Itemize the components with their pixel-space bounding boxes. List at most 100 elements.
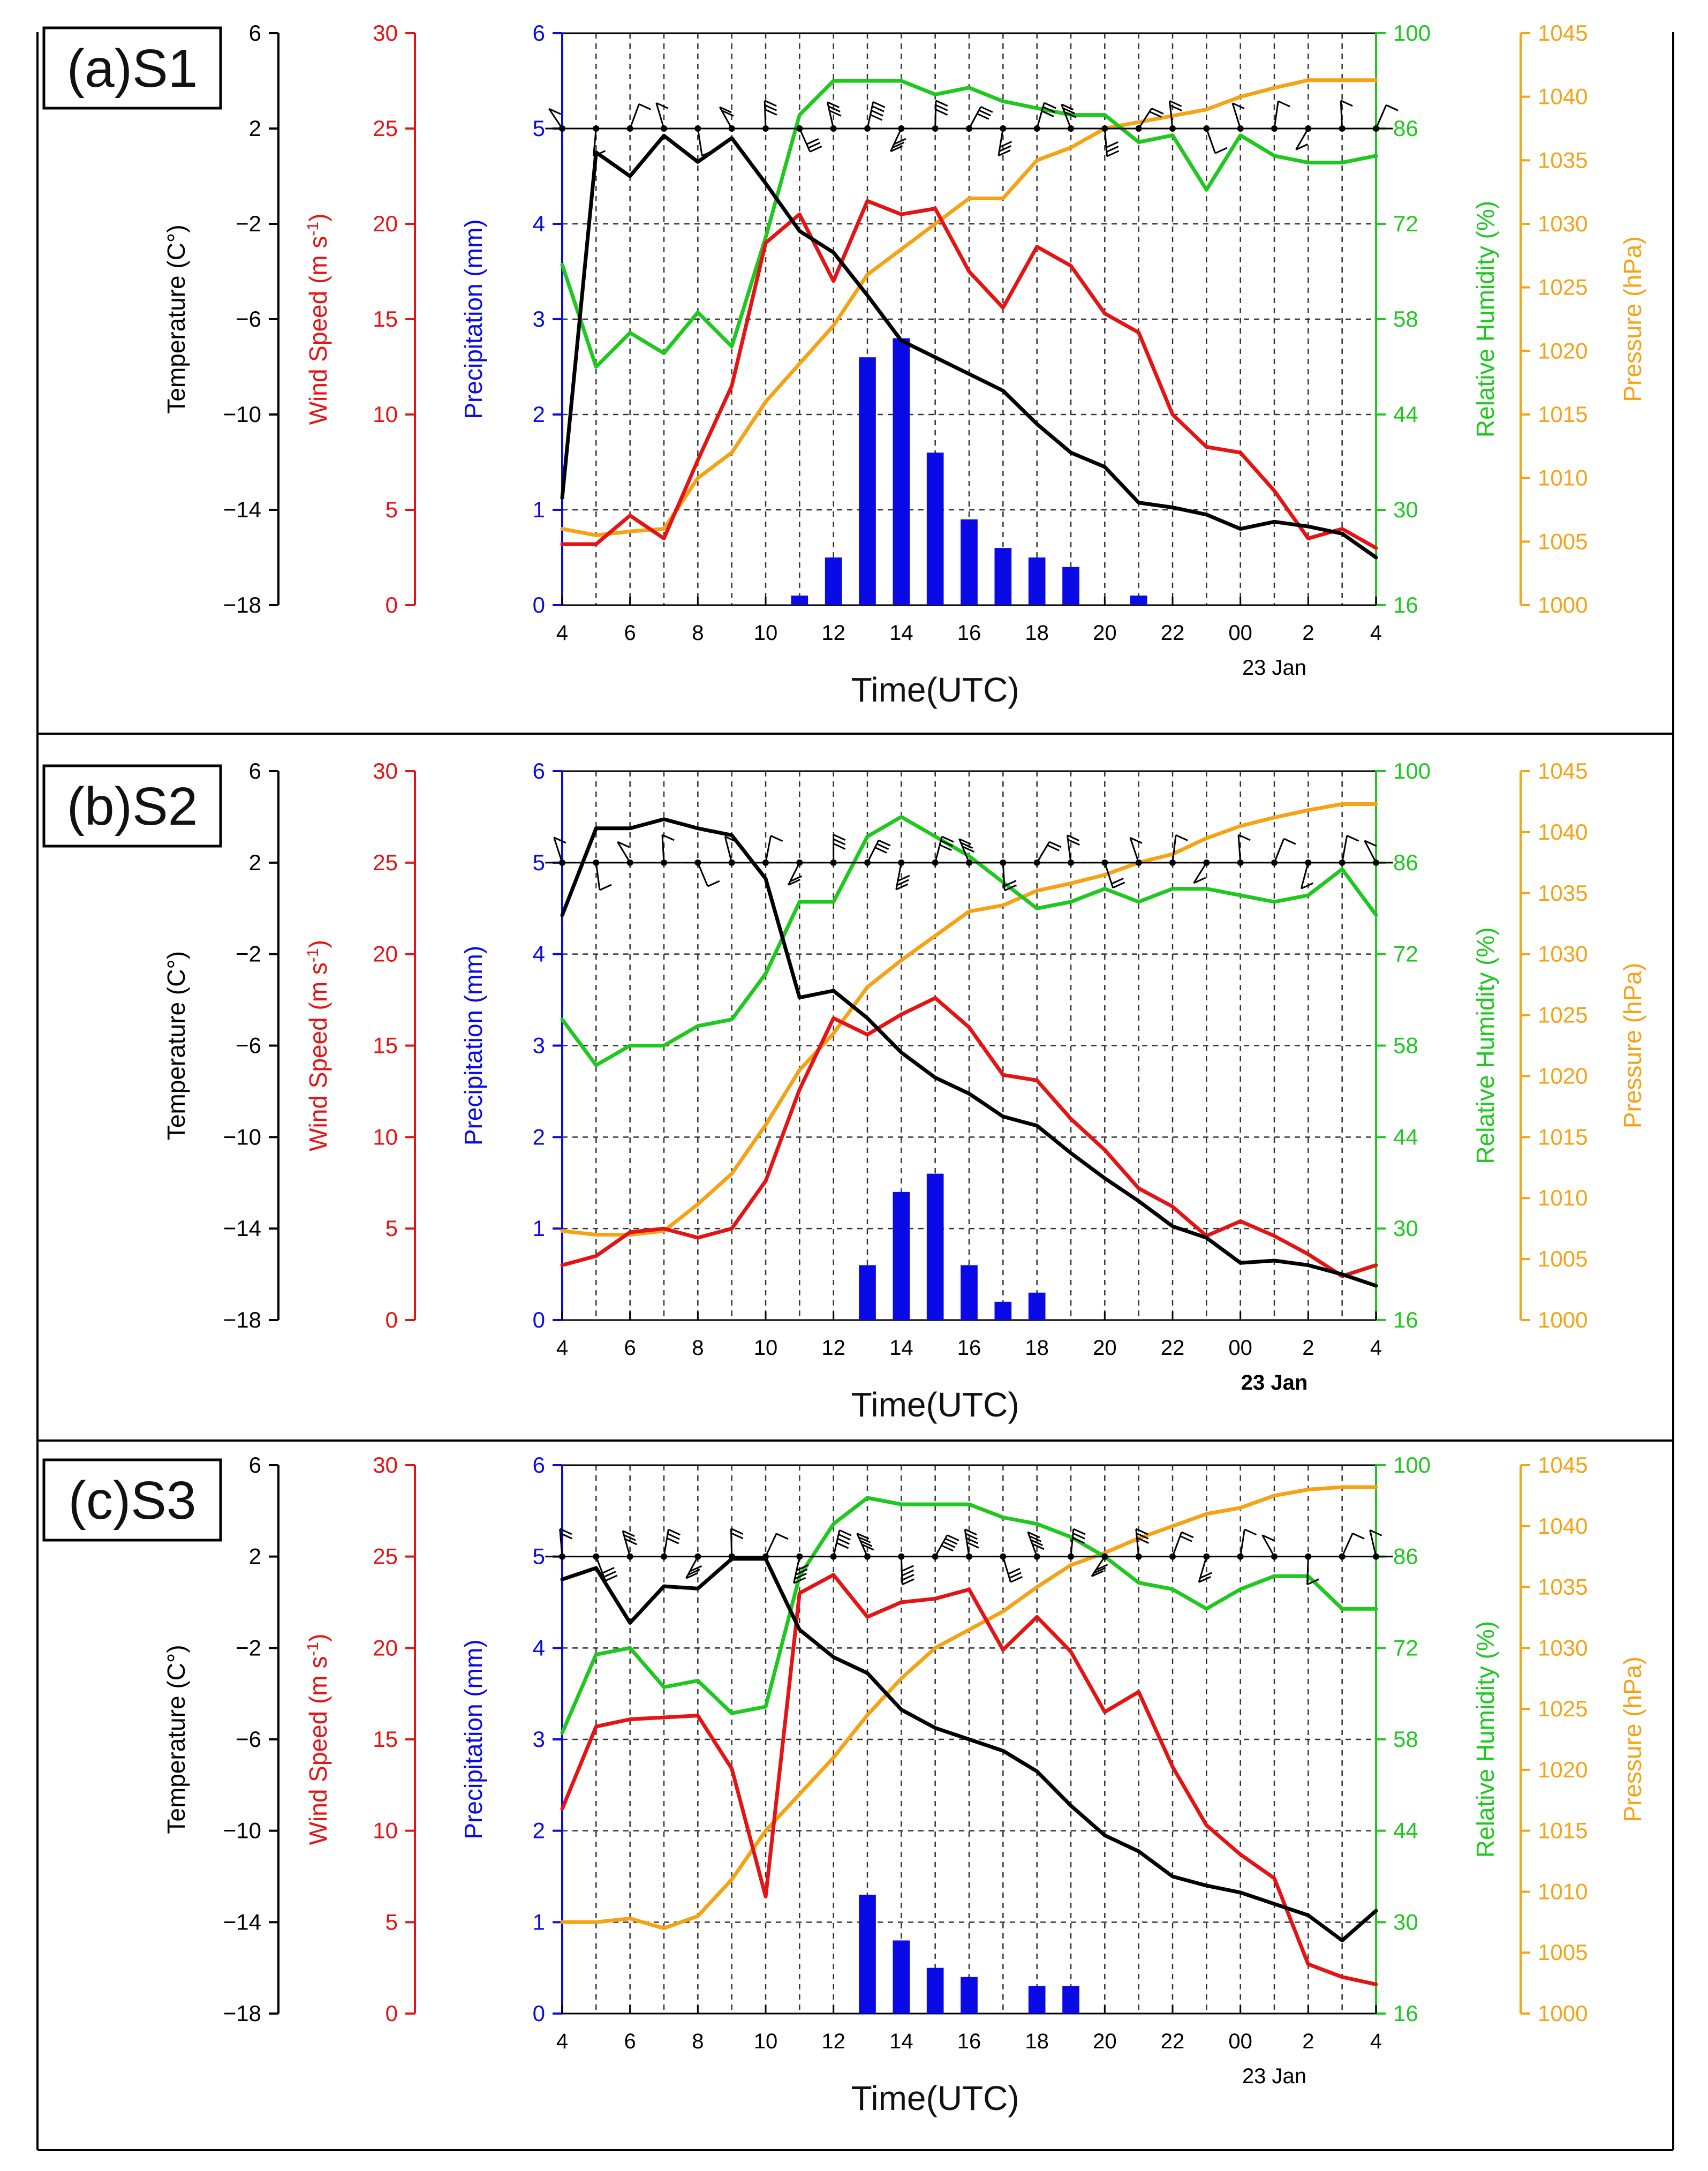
barb-staff <box>655 102 665 129</box>
pressure-axis-tick-label: 1015 <box>1538 402 1588 427</box>
rh-axis-tick-label: 72 <box>1393 211 1418 236</box>
barb-feather <box>1149 111 1162 118</box>
pressure-axis-tick-label: 1030 <box>1538 1635 1588 1660</box>
x-tick-label: 22 <box>1161 621 1185 645</box>
barb-feather <box>966 1541 979 1549</box>
barb-feather <box>724 835 737 843</box>
barb-staff <box>1306 1556 1309 1585</box>
precip-bar <box>1028 557 1046 605</box>
barb-feather <box>1004 884 1017 892</box>
temperature-axis-label: Temperature (C°) <box>162 951 190 1140</box>
wind-axis-tick-label: 20 <box>373 941 398 967</box>
rh-axis: 100 86 72 58 44 30 16 Relative Humidity (%) <box>1375 758 1499 1332</box>
wind-axis-label-exp: -1 <box>304 1642 322 1656</box>
barb-feather <box>876 843 889 850</box>
barb-feather <box>796 1564 809 1571</box>
barb-feather <box>901 1569 915 1577</box>
x-tick-label: 12 <box>821 2030 845 2053</box>
barb-feather <box>890 145 903 153</box>
barb-feather <box>1072 1532 1085 1540</box>
precip-axis-label: Precipitation (mm) <box>459 946 487 1145</box>
rh-axis-tick-label: 30 <box>1393 1909 1418 1934</box>
barb-feather <box>1047 844 1060 851</box>
rh-axis-label: Relative Humidity (%) <box>1471 201 1499 438</box>
precip-axis-tick-label: 1 <box>533 497 545 522</box>
precip-axis-tick-label: 1 <box>533 1909 545 1934</box>
rh-line <box>560 1496 1378 1735</box>
barb-feather <box>870 114 883 121</box>
temperature-axis: 6 2 −2 −6 −10 −14 −18 Temperature (C°) <box>162 1452 279 2026</box>
barb-staff <box>798 128 811 152</box>
rh-axis: 100 86 72 58 44 30 16 Relative Humidity (%) <box>1375 20 1499 617</box>
barb-feather <box>593 150 606 157</box>
rh-axis-tick-label: 16 <box>1393 592 1418 617</box>
panel-title-box <box>42 764 222 848</box>
barb-feather <box>795 1569 808 1576</box>
barb-feather <box>941 835 954 843</box>
barb-feather <box>1180 1535 1192 1542</box>
barb-feather <box>1136 1528 1148 1535</box>
precip-bar <box>1130 595 1147 605</box>
barb-feather <box>764 104 777 111</box>
temperature-axis-tick-label: 2 <box>249 850 261 875</box>
x-tick-label: 2 <box>1302 2030 1314 2053</box>
barb-feather <box>1199 1572 1213 1579</box>
pressure-axis-tick-label: 1000 <box>1538 1307 1588 1332</box>
barb-feather <box>1027 1531 1040 1539</box>
barb-staff <box>1237 834 1242 863</box>
wind-axis-tick-label: 30 <box>373 758 398 783</box>
x-tick-label: 2 <box>1302 621 1314 645</box>
barb-feather <box>944 1537 958 1545</box>
temperature-axis-tick-label: −14 <box>223 497 261 522</box>
barb-feather <box>999 141 1012 148</box>
barb-staff <box>866 840 880 863</box>
precip-axis-tick-label: 4 <box>533 211 545 236</box>
barb-feather <box>1106 146 1119 153</box>
barb-staff <box>1340 100 1343 129</box>
barb-feather <box>707 880 720 887</box>
barb-feather <box>1169 100 1182 107</box>
barb-staff <box>826 102 835 129</box>
barb-feather <box>998 149 1011 157</box>
barb-staff <box>592 128 597 156</box>
barb-staff <box>1341 835 1348 863</box>
barb-feather <box>941 1544 954 1552</box>
barb-feather <box>1091 1570 1104 1577</box>
pressure-axis-tick-label: 1045 <box>1538 20 1588 46</box>
rh-axis-tick-label: 30 <box>1393 1216 1418 1241</box>
x-axis-label: Time(UTC) <box>851 1385 1019 1424</box>
barb-feather <box>897 875 910 882</box>
barb-staff <box>1295 128 1309 150</box>
precip-bar <box>961 1265 978 1320</box>
barb-staff <box>629 103 640 129</box>
barb-staff <box>1375 104 1387 129</box>
temperature-axis-tick-label: −6 <box>236 1033 261 1058</box>
rh-axis-tick-label: 100 <box>1393 758 1431 783</box>
temperature-axis-tick-label: −14 <box>223 1909 261 1934</box>
pressure-axis-tick-label: 1010 <box>1538 1185 1588 1210</box>
temperature-line <box>560 817 1378 1288</box>
barb-feather <box>962 846 975 853</box>
barb-feather <box>1067 834 1079 841</box>
temperature-axis-tick-label: 6 <box>249 1452 261 1478</box>
pressure-axis: 1045 1040 1035 1030 1025 1020 1015 1010 1005 1000… <box>1520 20 1646 617</box>
x-tick-label: 14 <box>889 1336 913 1360</box>
precip-axis: 6 5 4 3 2 1 0 Precipitation (mm) <box>459 758 563 1332</box>
rh-axis-tick-label: 16 <box>1393 1307 1418 1332</box>
barb-feather <box>891 141 905 149</box>
pressure-line <box>560 78 1378 537</box>
rh-axis-tick-label: 58 <box>1393 1727 1418 1752</box>
barb-feather <box>622 1530 635 1537</box>
pressure-axis-tick-label: 1005 <box>1538 529 1588 554</box>
pressure-axis-tick-label: 1030 <box>1538 211 1588 236</box>
wind-axis-tick-label: 15 <box>373 306 398 331</box>
temperature-axis: 6 2 −2 −6 −10 −14 −18 Temperature (C°) <box>162 758 279 1332</box>
pressure-axis: 1045 1040 1035 1030 1025 1020 1015 1010 1005 1000… <box>1520 1452 1646 2026</box>
pressure-line <box>560 1485 1378 1931</box>
barb-staff <box>1193 862 1207 884</box>
barb-staff <box>622 1531 631 1557</box>
x-tick-label: 4 <box>1370 1336 1382 1360</box>
wind-axis: 30 25 20 15 10 5 0 Wind Speed (m s-1) <box>304 20 416 617</box>
barb-feather <box>1136 1532 1149 1540</box>
